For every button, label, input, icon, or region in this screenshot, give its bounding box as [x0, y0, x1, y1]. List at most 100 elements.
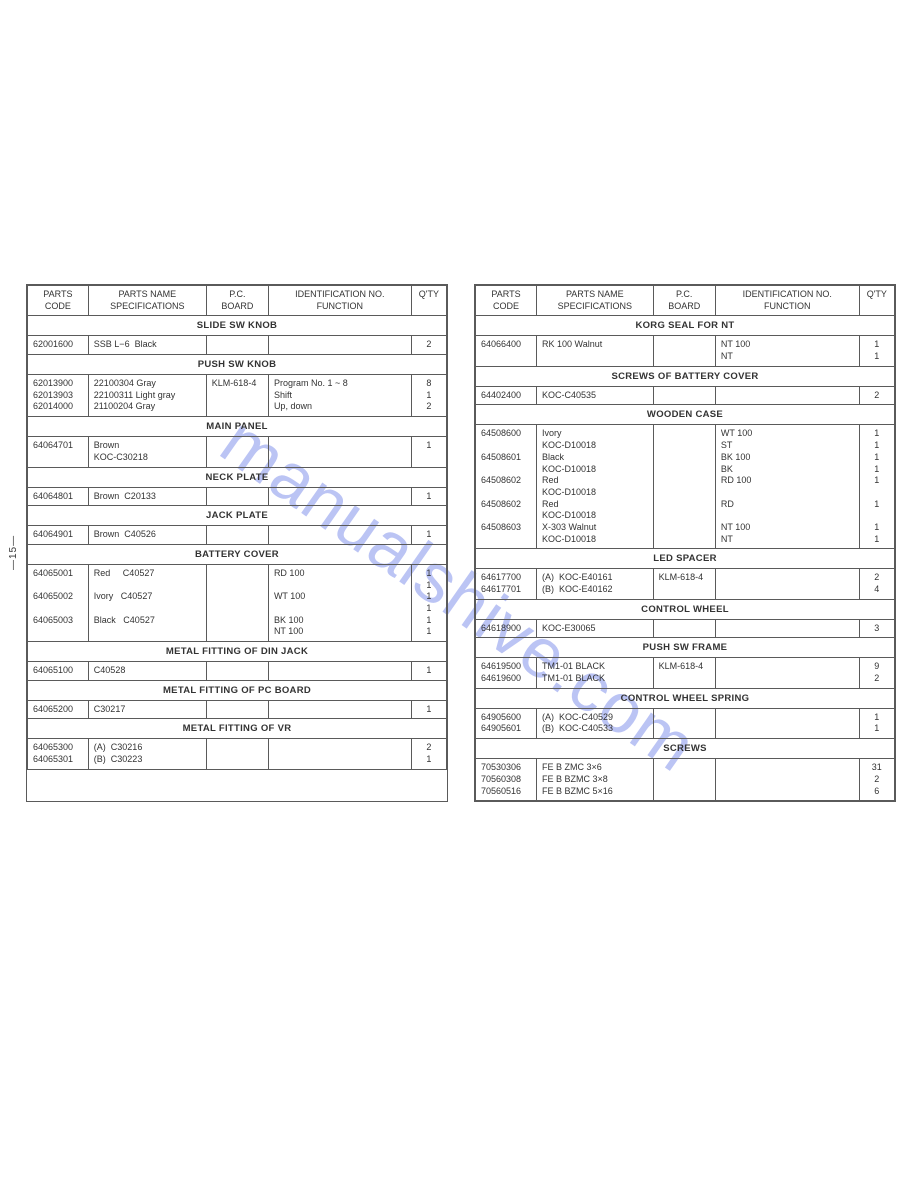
section-title: SLIDE SW KNOB — [28, 316, 447, 336]
table-row: 64618900KOC-E300653 — [476, 619, 895, 638]
section-header: SCREWS — [476, 739, 895, 759]
cell-qty: 8 1 2 — [411, 375, 446, 417]
section-header: WOODEN CASE — [476, 405, 895, 425]
cell-code: 64064901 — [28, 526, 89, 545]
section-title: SCREWS — [476, 739, 895, 759]
section-title: LED SPACER — [476, 549, 895, 569]
section-title: NECK PLATE — [28, 467, 447, 487]
cell-code: 64066400 — [476, 336, 537, 366]
section-title: CONTROL WHEEL — [476, 599, 895, 619]
section-title: METAL FITTING OF VR — [28, 719, 447, 739]
cell-pcb: KLM-618-4 — [653, 569, 715, 599]
section-header: METAL FITTING OF PC BOARD — [28, 680, 447, 700]
cell-pcb — [206, 564, 268, 641]
cell-code: 64617700 64617701 — [476, 569, 537, 599]
cell-pcb — [653, 386, 715, 405]
cell-pcb: KLM-618-4 — [653, 658, 715, 688]
cell-pcb — [206, 700, 268, 719]
cell-spec: C30217 — [88, 700, 206, 719]
table-row: 64064701Brown KOC-C302181 — [28, 437, 447, 467]
table-row: 64619500 64619600TM1-01 BLACK TM1-01 BLA… — [476, 658, 895, 688]
section-title: BATTERY COVER — [28, 544, 447, 564]
cell-code: 62013900 62013903 62014000 — [28, 375, 89, 417]
cell-code: 64065100 — [28, 662, 89, 681]
cell-spec: TM1-01 BLACK TM1-01 BLACK — [537, 658, 654, 688]
cell-fun — [268, 739, 411, 769]
cell-qty: 1 — [411, 700, 446, 719]
cell-pcb — [206, 526, 268, 545]
section-header: PUSH SW FRAME — [476, 638, 895, 658]
cell-qty: 2 4 — [859, 569, 894, 599]
cell-spec: Brown C20133 — [88, 487, 206, 506]
table-row: 62001600SSB L−6 Black2 — [28, 336, 447, 355]
table-row: 64905600 64905601(A) KOC-C40529 (B) KOC-… — [476, 708, 895, 738]
cell-fun: NT 100 NT — [715, 336, 859, 366]
cell-spec: FE B ZMC 3×6 FE B BZMC 3×8 FE B BZMC 5×1… — [537, 759, 654, 801]
cell-pcb — [653, 708, 715, 738]
section-title: CONTROL WHEEL SPRING — [476, 688, 895, 708]
cell-spec: SSB L−6 Black — [88, 336, 206, 355]
col-pc-board: P.C. BOARD — [206, 286, 268, 316]
section-title: KORG SEAL FOR NT — [476, 316, 895, 336]
section-title: METAL FITTING OF PC BOARD — [28, 680, 447, 700]
section-header: CONTROL WHEEL — [476, 599, 895, 619]
cell-fun — [715, 658, 859, 688]
table-row: 64065001 64065002 64065003Red C40527 Ivo… — [28, 564, 447, 641]
cell-spec: 22100304 Gray 22100311 Light gray 211002… — [88, 375, 206, 417]
table-row: 64065200C30217 1 — [28, 700, 447, 719]
section-header: CONTROL WHEEL SPRING — [476, 688, 895, 708]
section-header: LED SPACER — [476, 549, 895, 569]
cell-spec: (A) KOC-C40529 (B) KOC-C40533 — [537, 708, 654, 738]
left-table: PARTS CODE PARTS NAME SPECIFICATIONS P.C… — [26, 284, 448, 802]
section-title: METAL FITTING OF DIN JACK — [28, 642, 447, 662]
table-row: 64064801Brown C201331 — [28, 487, 447, 506]
cell-pcb — [206, 487, 268, 506]
cell-code: 64065200 — [28, 700, 89, 719]
table-row: 64065100C405281 — [28, 662, 447, 681]
cell-pcb — [653, 425, 715, 549]
cell-fun — [268, 437, 411, 467]
table-row: 62013900 62013903 6201400022100304 Gray … — [28, 375, 447, 417]
section-header: PUSH SW KNOB — [28, 355, 447, 375]
cell-pcb: KLM-618-4 — [206, 375, 268, 417]
cell-fun — [268, 336, 411, 355]
cell-fun — [268, 526, 411, 545]
table-row: 64617700 64617701(A) KOC-E40161 (B) KOC-… — [476, 569, 895, 599]
table-header-row: PARTS CODE PARTS NAME SPECIFICATIONS P.C… — [476, 286, 895, 316]
cell-spec: KOC-E30065 — [537, 619, 654, 638]
table-row: 64402400KOC-C405352 — [476, 386, 895, 405]
cell-fun — [268, 487, 411, 506]
cell-pcb — [653, 759, 715, 801]
cell-code: 64905600 64905601 — [476, 708, 537, 738]
section-header: BATTERY COVER — [28, 544, 447, 564]
cell-code: 64065001 64065002 64065003 — [28, 564, 89, 641]
cell-qty: 31 2 6 — [859, 759, 894, 801]
cell-pcb — [206, 336, 268, 355]
col-qty: Q'TY — [411, 286, 446, 316]
cell-spec: Brown KOC-C30218 — [88, 437, 206, 467]
table-row: 64064901Brown C405261 — [28, 526, 447, 545]
col-pc-board: P.C. BOARD — [653, 286, 715, 316]
right-table: PARTS CODE PARTS NAME SPECIFICATIONS P.C… — [474, 284, 896, 802]
section-title: MAIN PANEL — [28, 417, 447, 437]
cell-pcb — [206, 437, 268, 467]
cell-spec: Ivory KOC-D10018 Black KOC-D10018 Red KO… — [537, 425, 654, 549]
col-function: IDENTIFICATION NO. FUNCTION — [268, 286, 411, 316]
section-header: NECK PLATE — [28, 467, 447, 487]
cell-fun: Program No. 1 ~ 8 Shift Up, down — [268, 375, 411, 417]
section-header: MAIN PANEL — [28, 417, 447, 437]
cell-spec: Brown C40526 — [88, 526, 206, 545]
section-title: PUSH SW FRAME — [476, 638, 895, 658]
cell-fun: RD 100 WT 100 BK 100 NT 100 — [268, 564, 411, 641]
cell-fun — [715, 619, 859, 638]
cell-qty: 2 — [411, 336, 446, 355]
cell-fun — [715, 708, 859, 738]
cell-pcb — [206, 739, 268, 769]
cell-qty: 1 — [411, 487, 446, 506]
cell-qty: 1 — [411, 662, 446, 681]
table-row: 64065300 64065301(A) C30216 (B) C302232 … — [28, 739, 447, 769]
col-parts-name: PARTS NAME SPECIFICATIONS — [537, 286, 654, 316]
table-header-row: PARTS CODE PARTS NAME SPECIFICATIONS P.C… — [28, 286, 447, 316]
cell-fun — [715, 759, 859, 801]
cell-qty: 1 1 — [859, 336, 894, 366]
